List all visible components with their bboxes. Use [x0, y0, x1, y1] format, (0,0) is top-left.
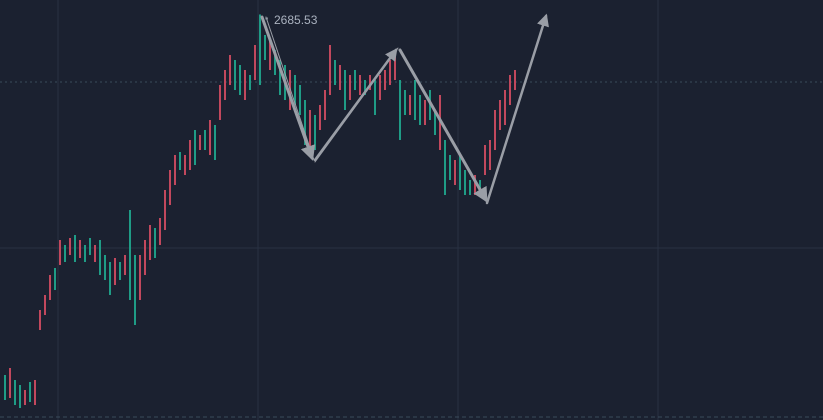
drawing [260, 13, 549, 205]
bars [4, 14, 516, 408]
arrow [313, 47, 398, 162]
arrow [485, 13, 549, 205]
marker-icon: ·'' [262, 16, 269, 26]
arrow [398, 48, 488, 203]
arrow [260, 15, 316, 161]
trend-line [314, 47, 399, 163]
trend-line [265, 16, 315, 161]
high-label: 2685.53 [274, 13, 318, 27]
